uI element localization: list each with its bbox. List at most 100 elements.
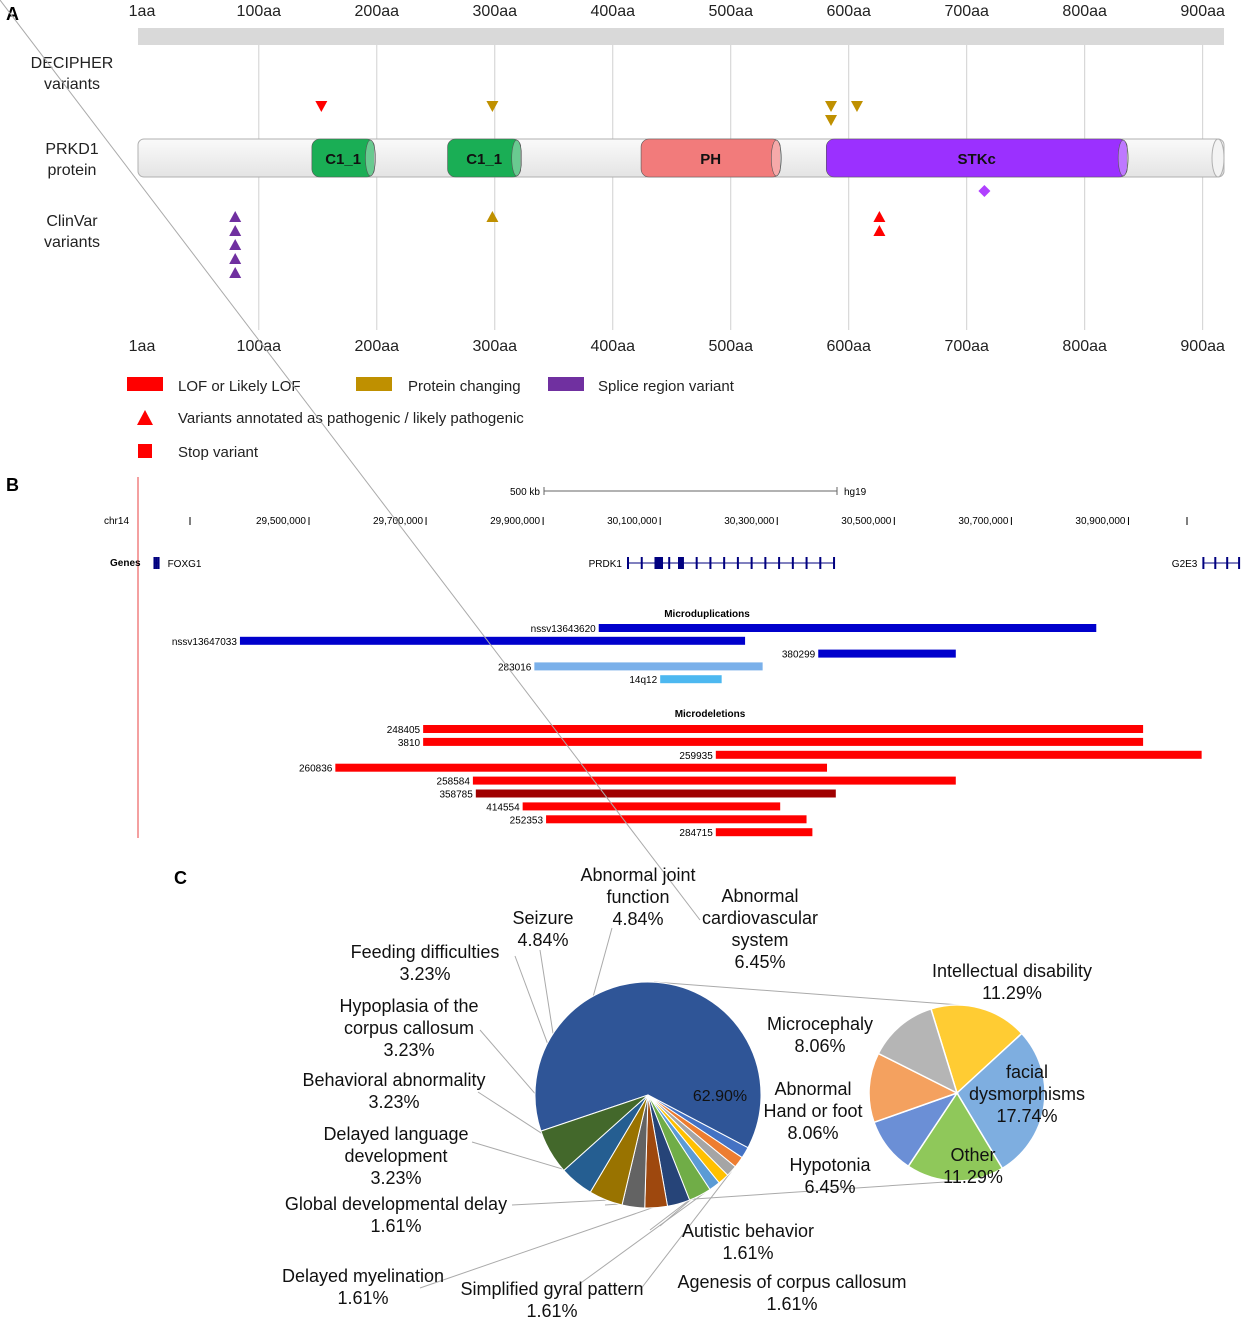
protein-label-line2: protein — [48, 162, 97, 179]
gene-exon — [1202, 557, 1205, 569]
axis-tick-top: 1aa — [129, 3, 156, 20]
gene-exon — [157, 557, 160, 569]
label-abnormal-joint: function — [606, 887, 669, 907]
domain-end-cap — [511, 139, 523, 177]
gene-exon — [153, 557, 156, 569]
microdeletions: 248405 3810 259935 260836 258584 358785 414554… — [299, 725, 1202, 839]
leader-line — [0, 0, 701, 921]
decipher-label-line1: DECIPHER — [31, 55, 114, 72]
gene-exon — [678, 557, 683, 569]
decipher-variant-triangle — [825, 101, 838, 112]
label-seizure: 4.84% — [517, 930, 568, 950]
pie-slice — [534, 981, 762, 1149]
gene-exon — [791, 557, 794, 569]
microdeletion-bar — [423, 737, 1144, 746]
bottom-axis-ticks: 1aa 100aa 200aa 300aa 400aa 500aa 600aa 700aa 80… — [129, 338, 1225, 355]
decipher-variant-triangle — [850, 101, 863, 112]
axis-tick-top: 100aa — [237, 3, 282, 20]
label-abnormal-cardiovascular: Abnormal — [721, 886, 798, 906]
scale-bar-label: 500 kb — [510, 487, 540, 498]
axis-tick-bottom: 700aa — [944, 338, 989, 355]
microduplication-label: 380299 — [782, 650, 816, 661]
gene-exon — [1226, 557, 1229, 569]
domain-label: C1_1 — [325, 151, 361, 168]
label-microcephaly: 8.06% — [794, 1036, 845, 1056]
clinvar-variant-triangle — [873, 211, 886, 222]
genome-tick-label: 30,900,000 — [1075, 516, 1125, 527]
gridlines — [258, 45, 1204, 330]
domain-stkc — [825, 138, 1128, 178]
domain-label: STKc — [958, 151, 996, 168]
clinvar-variant-triangle — [229, 211, 242, 222]
microduplication-label: nssv13647033 — [172, 637, 237, 648]
sub-pie-slice — [868, 1052, 959, 1124]
leader-line — [639, 1170, 732, 1291]
label-abnormal-hand-or-foot: Abnormal — [774, 1079, 851, 1099]
genome-ticks: 29,500,000 29,700,000 29,900,000 30,100,000… — [189, 516, 1188, 527]
label-microcephaly: Microcephaly — [767, 1014, 873, 1034]
sub-pie-slice — [956, 1032, 1046, 1170]
chrom-label: chr14 — [104, 516, 129, 527]
decipher-variant-triangle — [486, 101, 499, 112]
label-facial-dysmorphisms: facial — [1006, 1062, 1048, 1082]
domain-label: C1_1 — [466, 151, 502, 168]
axis-tick-bottom: 1aa — [129, 338, 156, 355]
legend-lof-label: LOF or Likely LOF — [178, 378, 301, 395]
microdeletion-label: 284715 — [679, 828, 713, 839]
microdeletion-label: 358785 — [439, 790, 473, 801]
panel-c: C 62.90% Abnormal jointfunction4.84%Abno… — [0, 0, 1092, 1318]
gene-exon — [723, 557, 726, 569]
microduplication-bar — [239, 636, 746, 645]
label-agenesis-corpus-callosum: 1.61% — [766, 1294, 817, 1314]
clinvar-variant-triangle — [229, 267, 242, 278]
legend-stop-square — [138, 444, 152, 458]
clinvar-variant-triangle — [873, 225, 886, 236]
legend: LOF or Likely LOF Protein changing Splic… — [127, 377, 735, 461]
genome-tick-label: 30,300,000 — [724, 516, 774, 527]
genome-tick-label: 29,900,000 — [490, 516, 540, 527]
clinvar-variant-triangle — [229, 239, 242, 250]
clinvar-label-line2: variants — [44, 234, 100, 251]
decipher-variant-triangle — [315, 101, 328, 112]
microduplication-label: nssv13643620 — [531, 624, 596, 635]
gene-exon — [1238, 557, 1241, 569]
microduplication-bar — [598, 624, 1097, 632]
protein-tube-end — [1211, 138, 1225, 178]
protein-domains: C1_1 C1_1 PH STKc — [311, 138, 1129, 178]
axis-tick-top: 300aa — [473, 3, 518, 20]
pie-labels: Abnormal jointfunction4.84%Abnormalcardi… — [282, 865, 1092, 1318]
pie-slice — [540, 1094, 649, 1172]
sub-pie-slice — [930, 1004, 1023, 1095]
label-delayed-myelination: 1.61% — [337, 1288, 388, 1308]
panel-b: B 500 kb hg19 chr14 Genes 29,500,000 29,7… — [6, 475, 1241, 839]
gene-exon — [681, 557, 684, 569]
domain-end-cap — [770, 139, 782, 177]
genome-tick-label: 30,500,000 — [841, 516, 891, 527]
panel-label-c: C — [174, 868, 187, 888]
slice-label-grouped: 62.90% — [693, 1088, 747, 1105]
protein-label-line1: PRKD1 — [45, 141, 98, 158]
panel-label-b: B — [6, 475, 19, 495]
leader-line — [577, 1178, 724, 1286]
microdeletion-label: 252353 — [510, 815, 544, 826]
label-abnormal-cardiovascular: system — [731, 930, 788, 950]
microduplication-bar — [534, 662, 763, 671]
label-abnormal-hand-or-foot: 8.06% — [787, 1123, 838, 1143]
label-feeding-difficulties: 3.23% — [399, 964, 450, 984]
domain-c1_1 — [447, 138, 522, 178]
label-facial-dysmorphisms: 17.74% — [996, 1106, 1057, 1126]
clinvar-variant-triangle — [229, 225, 242, 236]
domain-end-cap — [365, 139, 376, 177]
microdeletion-bar — [335, 763, 828, 772]
axis-tick-bottom: 200aa — [355, 338, 400, 355]
microdeletion-label: 414554 — [486, 802, 520, 813]
genome-tick-label: 29,500,000 — [256, 516, 306, 527]
axis-tick-bottom: 900aa — [1180, 338, 1225, 355]
legend-protein-changing-swatch — [356, 377, 392, 391]
gene-exon — [1214, 557, 1217, 569]
sub-pie — [868, 1004, 1046, 1182]
label-other: 11.29% — [943, 1167, 1003, 1187]
microdeletion-label: 260836 — [299, 764, 333, 775]
legend-protein-changing-label: Protein changing — [408, 378, 521, 395]
decipher-label-line2: variants — [44, 76, 100, 93]
